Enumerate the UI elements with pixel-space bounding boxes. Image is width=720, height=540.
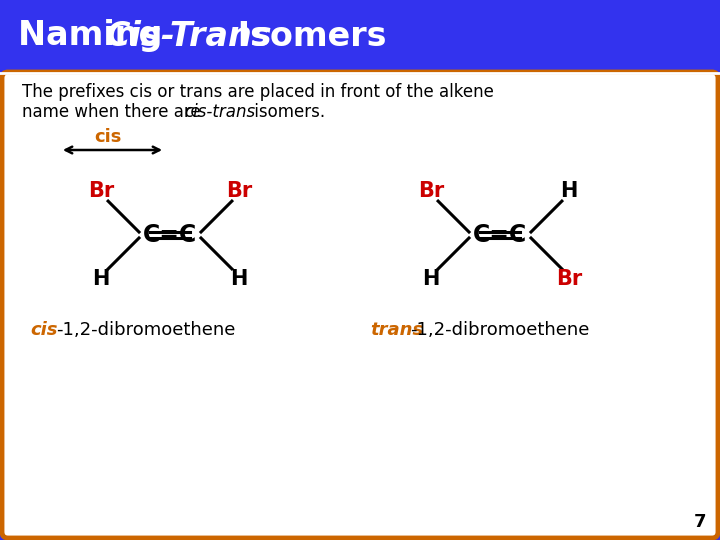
- FancyArrowPatch shape: [66, 147, 159, 153]
- Text: H: H: [423, 269, 440, 289]
- Text: H: H: [560, 181, 577, 201]
- Text: cis: cis: [30, 321, 58, 339]
- Text: Br: Br: [556, 269, 582, 289]
- FancyBboxPatch shape: [2, 72, 718, 538]
- Text: Cis-Trans: Cis-Trans: [106, 19, 273, 52]
- Text: H: H: [230, 269, 248, 289]
- Text: Naming: Naming: [18, 19, 174, 52]
- Text: H: H: [92, 269, 110, 289]
- Text: The prefixes cis or trans are placed in front of the alkene: The prefixes cis or trans are placed in …: [22, 83, 494, 101]
- Text: Br: Br: [88, 181, 114, 201]
- Text: -1,2-dibromoethene: -1,2-dibromoethene: [410, 321, 590, 339]
- Text: isomers.: isomers.: [249, 103, 325, 121]
- Text: 7: 7: [694, 513, 706, 531]
- Text: trans: trans: [370, 321, 423, 339]
- Text: Br: Br: [226, 181, 252, 201]
- Bar: [0, 0, 720, 72]
- Text: name when there are: name when there are: [22, 103, 206, 121]
- Text: cis: cis: [94, 128, 122, 146]
- Text: cis-trans: cis-trans: [184, 103, 255, 121]
- Text: Isomers: Isomers: [226, 19, 387, 52]
- Text: C=C: C=C: [143, 223, 197, 247]
- Text: -1,2-dibromoethene: -1,2-dibromoethene: [56, 321, 235, 339]
- Text: Br: Br: [418, 181, 444, 201]
- Text: C=C: C=C: [473, 223, 527, 247]
